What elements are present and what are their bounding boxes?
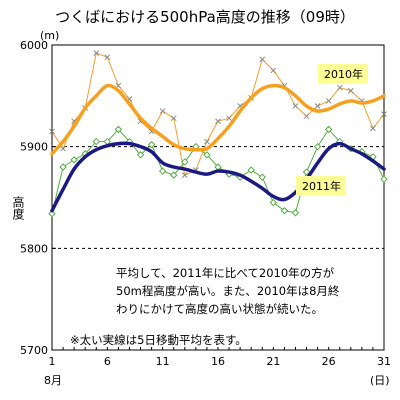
annotation-line-3: わりにかけて高度の高い状態が続いた。 bbox=[116, 302, 323, 316]
moving-average-2011年 bbox=[50, 141, 386, 213]
y-tick-label: 5900 bbox=[20, 141, 48, 154]
y-tick-label: 5800 bbox=[20, 242, 48, 255]
point-2010-day-25 bbox=[314, 103, 321, 109]
point-2010-day-6 bbox=[104, 54, 111, 61]
point-2011-day-3 bbox=[70, 156, 78, 164]
footnote: ※太い実線は5日移動平均を表す。 bbox=[70, 333, 247, 347]
point-2011-day-24 bbox=[302, 168, 311, 176]
point-2010-day-17 bbox=[226, 115, 232, 122]
point-2010-day-20 bbox=[259, 56, 266, 63]
x-tick-label: 6 bbox=[104, 355, 111, 368]
point-2011-day-19 bbox=[247, 166, 255, 174]
moving-average-2010年 bbox=[50, 83, 386, 156]
x-tick-label: 11 bbox=[156, 355, 170, 368]
point-2010-day-1 bbox=[49, 128, 55, 135]
point-2011-day-21 bbox=[269, 198, 278, 207]
point-2011-day-25 bbox=[313, 142, 322, 151]
legend-2011-bg bbox=[296, 176, 346, 196]
point-2011-day-5 bbox=[92, 137, 100, 146]
point-2010-day-27 bbox=[336, 84, 343, 91]
point-2010-day-21 bbox=[270, 67, 277, 74]
point-2011-day-13 bbox=[181, 158, 189, 166]
point-2011-day-15 bbox=[203, 151, 211, 159]
point-2011-day-2 bbox=[59, 163, 67, 171]
point-2011-day-20 bbox=[258, 173, 266, 181]
point-2010-day-26 bbox=[325, 98, 332, 104]
point-2011-day-23 bbox=[291, 209, 300, 217]
x-tick-label: 16 bbox=[211, 355, 225, 368]
point-2011-day-22 bbox=[280, 207, 289, 215]
point-2010-day-13 bbox=[181, 172, 188, 178]
point-2011-day-31 bbox=[380, 175, 388, 183]
point-2011-day-10 bbox=[147, 140, 156, 149]
annotation-line-1: 平均して、2011年に比べて2010年の方が bbox=[116, 266, 335, 280]
point-2011-day-9 bbox=[136, 151, 145, 159]
point-2011-day-12 bbox=[170, 171, 178, 179]
point-2010-day-23 bbox=[292, 103, 299, 109]
y-tick-label: 5700 bbox=[20, 344, 48, 357]
x-tick-label: 26 bbox=[322, 355, 336, 368]
legend-2010: 2010年 bbox=[324, 67, 363, 81]
y-unit: (m) bbox=[40, 29, 59, 42]
point-2010-day-2 bbox=[60, 145, 66, 152]
point-2010-day-16 bbox=[215, 118, 221, 125]
annotation-line-2: 50m程高度が高い。また、2010年は8月終 bbox=[116, 284, 340, 298]
point-2010-day-15 bbox=[204, 138, 210, 145]
point-2010-day-11 bbox=[159, 108, 166, 114]
y-tick-label: 6000 bbox=[20, 39, 48, 52]
point-2010-day-24 bbox=[303, 113, 310, 120]
point-2010-day-28 bbox=[347, 87, 354, 94]
x-tick-label: 31 bbox=[377, 355, 391, 368]
point-2011-day-1 bbox=[48, 210, 56, 218]
y-axis-label: 高度 bbox=[11, 195, 25, 220]
x-tick-label: 1 bbox=[49, 355, 56, 368]
month-label: 8月 bbox=[44, 374, 62, 387]
point-2010-day-12 bbox=[170, 115, 177, 122]
legend-2010-bg bbox=[318, 64, 368, 84]
chart-title: つくばにおける500hPa高度の推移（09時） bbox=[55, 8, 355, 26]
legend-2011: 2011年 bbox=[302, 179, 341, 193]
point-2011-day-11 bbox=[158, 167, 167, 175]
point-2011-day-26 bbox=[324, 125, 333, 134]
point-2010-day-5 bbox=[93, 50, 100, 56]
point-2010-day-30 bbox=[370, 125, 376, 132]
x-tick-label: 21 bbox=[266, 355, 280, 368]
point-2010-day-31 bbox=[381, 111, 387, 117]
point-2011-day-7 bbox=[114, 125, 123, 134]
x-unit: (日) bbox=[370, 374, 390, 387]
